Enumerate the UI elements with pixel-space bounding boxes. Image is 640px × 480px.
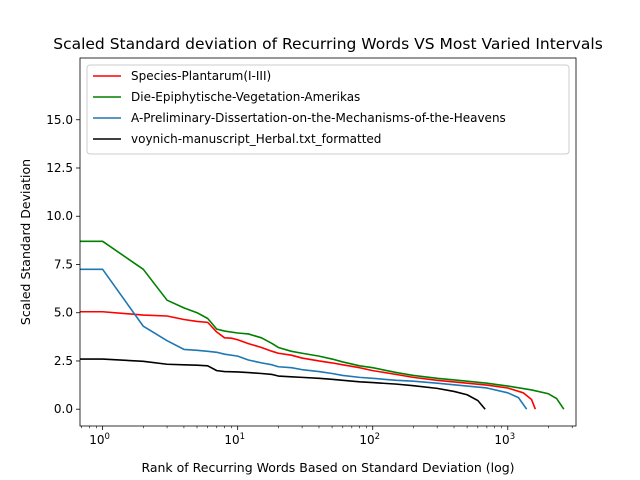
x-tick-label: 103 bbox=[494, 432, 515, 447]
x-axis: 100 101 102 103 bbox=[81, 426, 573, 447]
y-tick-label: 5.0 bbox=[54, 306, 73, 320]
legend-box bbox=[86, 64, 570, 155]
y-axis: 0.0 2.5 5.0 7.5 10.0 12.5 15.0 bbox=[46, 113, 80, 416]
x-tick-label: 101 bbox=[224, 432, 245, 447]
legend-label: Species-Plantarum(I-III) bbox=[131, 69, 271, 83]
legend-label: A-Preliminary-Dissertation-on-the-Mechan… bbox=[131, 111, 506, 125]
y-axis-label: Scaled Standard Deviation bbox=[18, 159, 33, 325]
series-line-2 bbox=[80, 240, 565, 410]
axes-frame bbox=[79, 57, 577, 427]
y-tick-label: 2.5 bbox=[54, 354, 73, 368]
legend: Species-Plantarum(I-III) Die-Epiphytische… bbox=[86, 64, 570, 155]
x-tick-label: 102 bbox=[359, 432, 380, 447]
y-tick-label: 0.0 bbox=[54, 402, 73, 416]
y-tick-label: 15.0 bbox=[46, 113, 73, 127]
series-line-1 bbox=[80, 310, 537, 410]
series-line-4 bbox=[80, 358, 486, 410]
legend-label: Die-Epiphytische-Vegetation-Amerikas bbox=[131, 90, 360, 104]
y-tick-label: 7.5 bbox=[54, 257, 73, 271]
plot-area bbox=[80, 240, 565, 410]
legend-label: voynich-manuscript_Herbal.txt_formatted bbox=[131, 132, 381, 146]
x-tick-label: 100 bbox=[89, 432, 110, 447]
y-tick-label: 12.5 bbox=[46, 161, 73, 175]
series-line-3 bbox=[80, 268, 528, 410]
chart-title: Scaled Standard deviation of Recurring W… bbox=[53, 35, 603, 53]
y-tick-label: 10.0 bbox=[46, 209, 73, 223]
x-axis-label: Rank of Recurring Words Based on Standar… bbox=[141, 460, 514, 475]
